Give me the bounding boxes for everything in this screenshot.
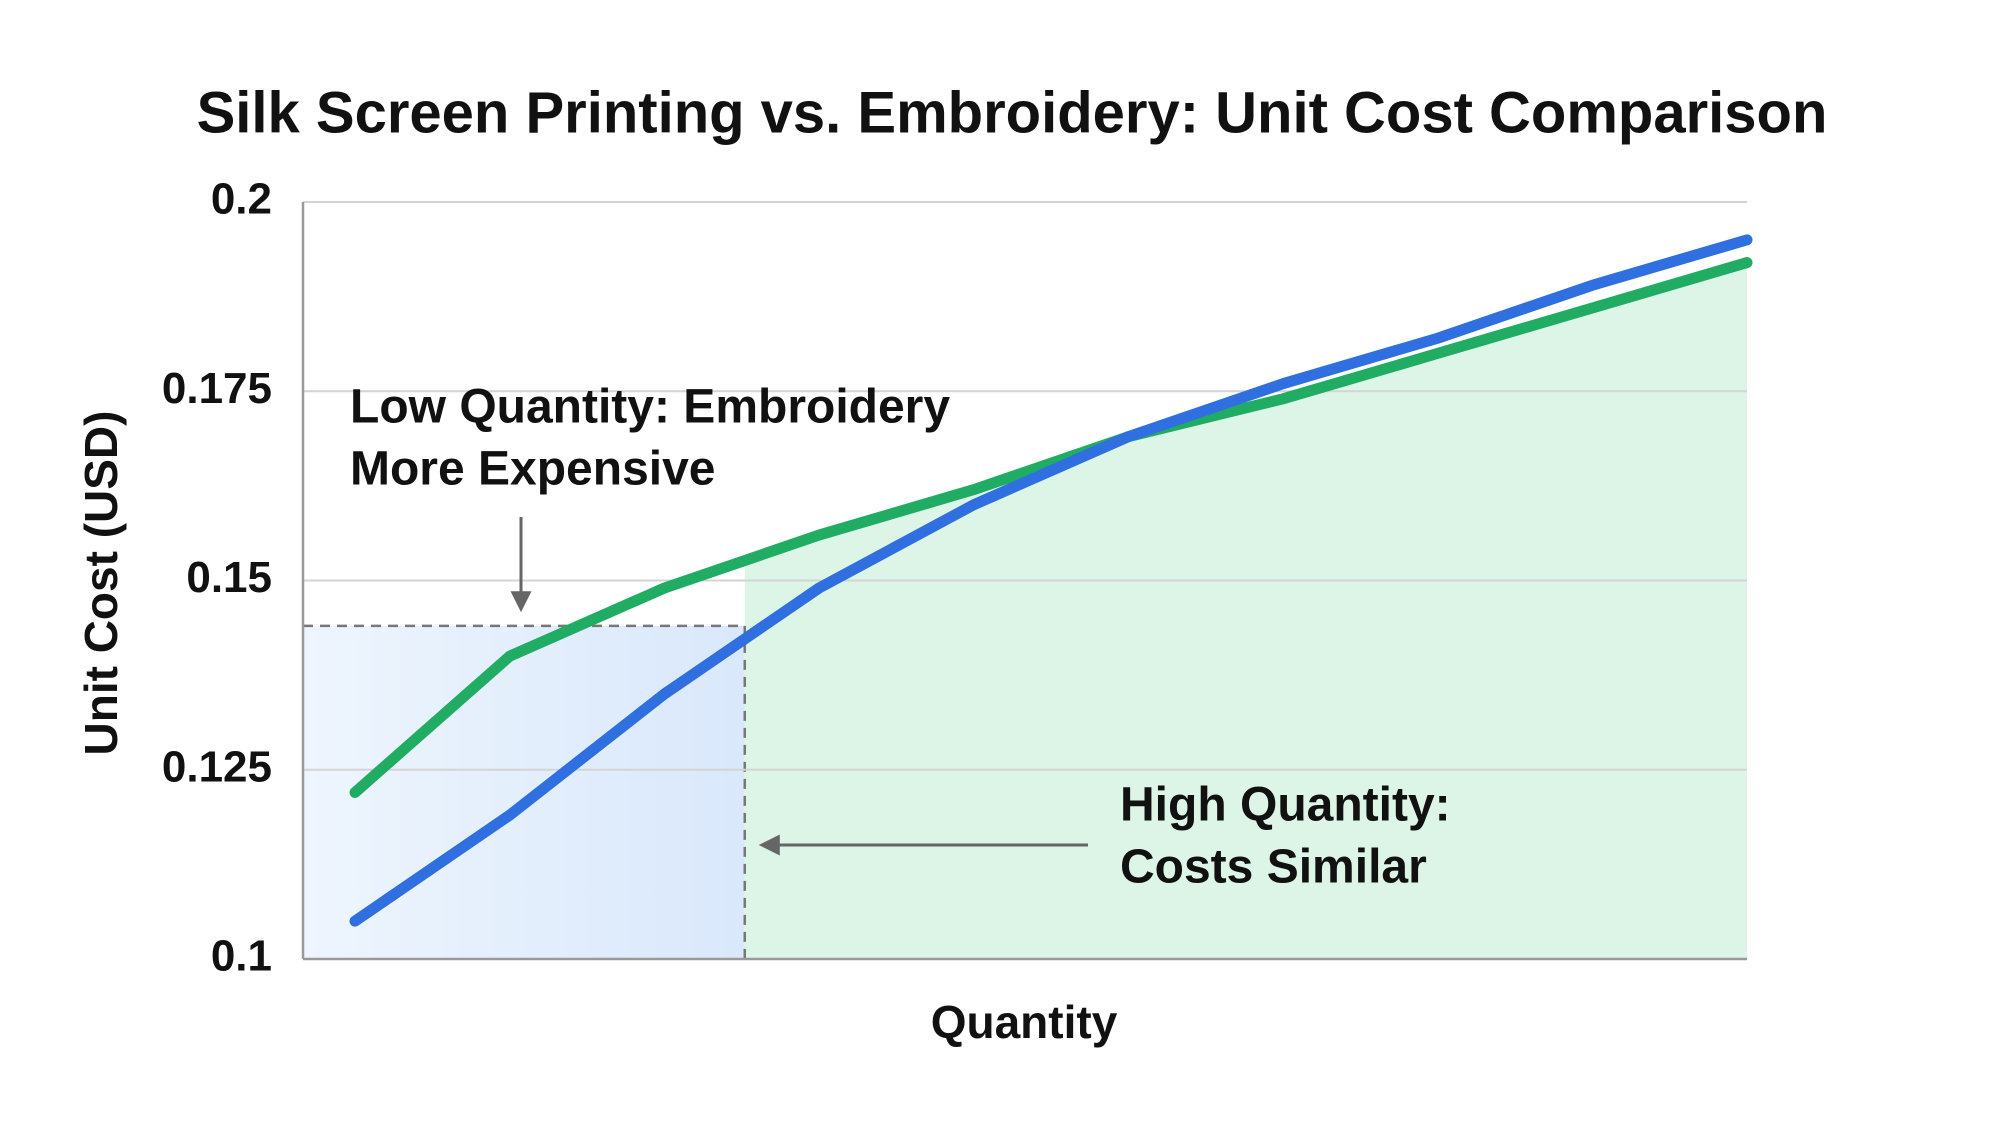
labels: 0.1 0.125 0.15 0.175 0.2 Low Quantity: Embroi… (162, 175, 1451, 981)
y-tick-label: 0.175 (162, 364, 272, 413)
x-axis-label: Quantity (931, 996, 1118, 1048)
series-line (349, 234, 1753, 927)
y-tick-label: 0.2 (211, 175, 272, 224)
chart-title: Silk Screen Printing vs. Embroidery: Uni… (197, 80, 1828, 145)
y-tick-label: 0.125 (162, 742, 272, 791)
y-tick-label: 0.15 (186, 553, 272, 602)
annotation: More Expensive (350, 443, 715, 496)
annotation: Low Quantity: Embroidery (350, 381, 950, 434)
y-tick-label: 0.1 (211, 932, 272, 981)
high-quantity-region (744, 262, 1747, 959)
series-line (349, 257, 1753, 798)
annotation: High Quantity: (1120, 779, 1451, 832)
y-axis-label: Unit Cost (USD) (75, 411, 127, 756)
annotation: Costs Similar (1120, 841, 1427, 894)
fills (303, 262, 1747, 959)
grid (301, 201, 1747, 961)
lines (349, 234, 1753, 927)
